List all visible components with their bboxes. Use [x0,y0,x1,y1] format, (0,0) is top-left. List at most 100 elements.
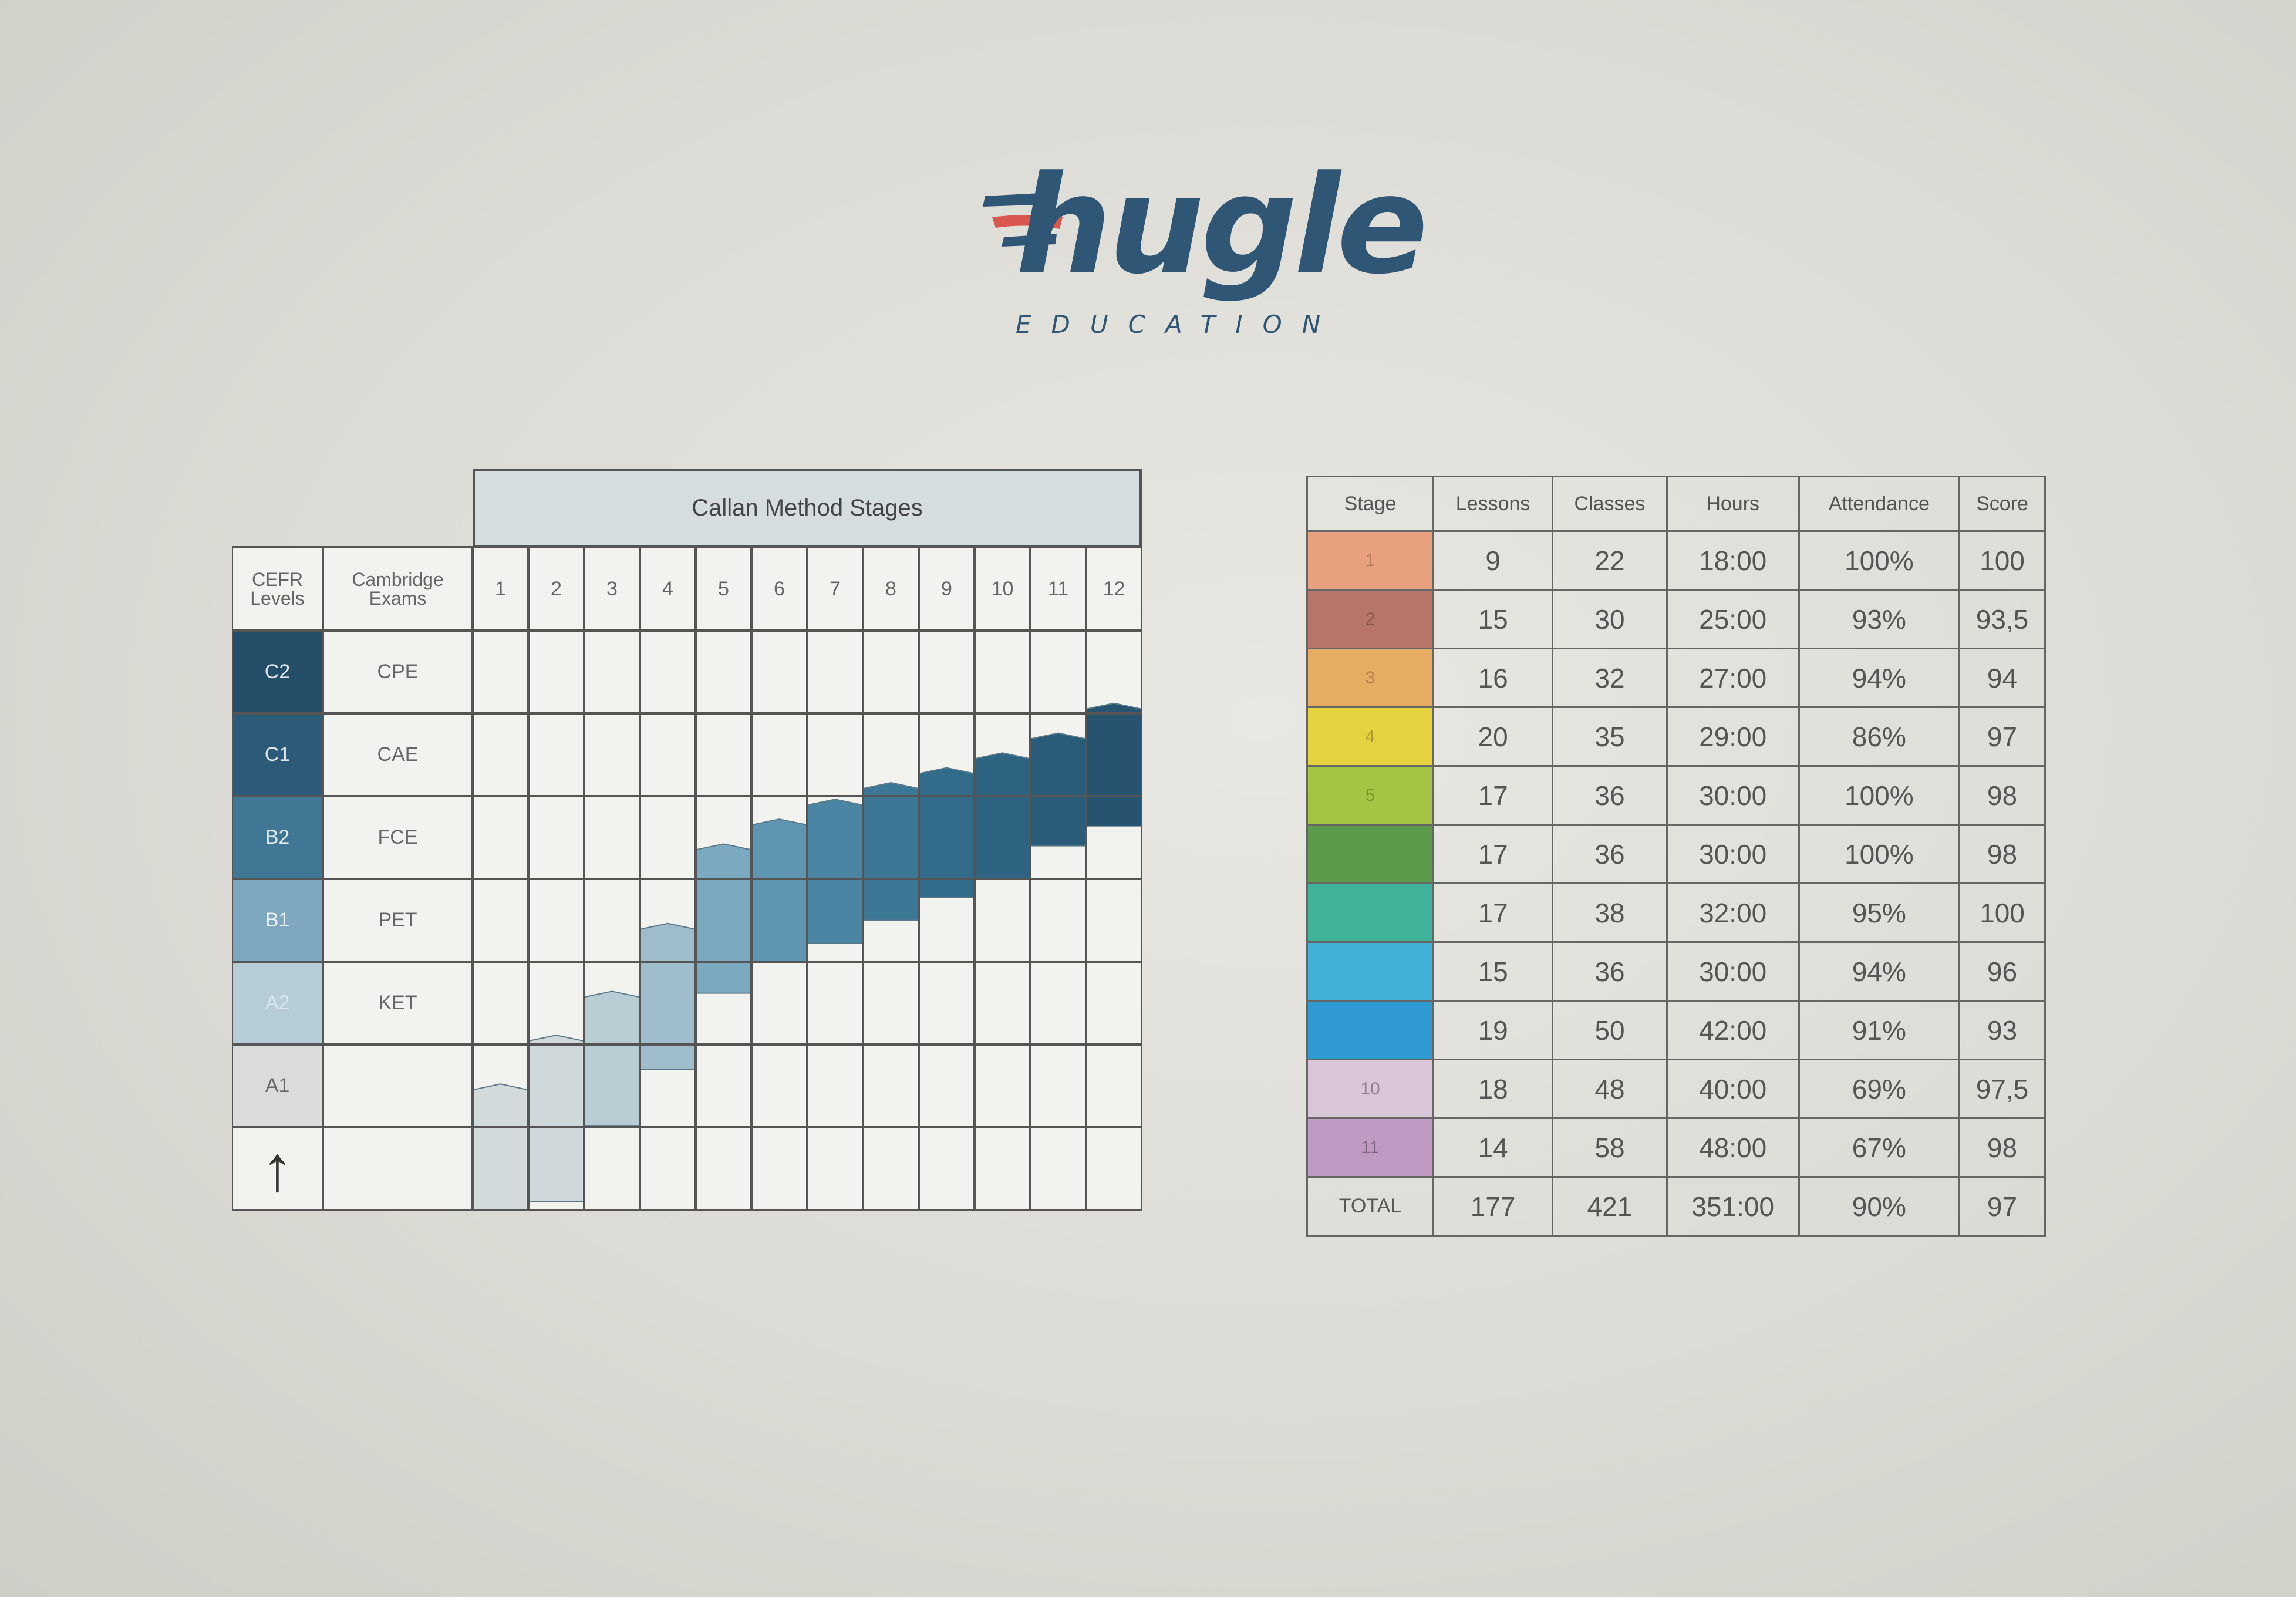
stage-number-8: 8 [885,578,896,600]
stage-number-7: 7 [830,578,841,600]
stage-bar-2 [528,1035,585,1202]
cell-classes: 36 [1552,824,1668,884]
level-cell-bg-b2 [232,796,323,879]
logo-wordmark: hugle [1016,147,1428,304]
cell-lessons: 20 [1432,706,1554,767]
table-body: 1 9 22 18:00 100% 100 2 15 30 25:00 93% 93,5 3 16 32 27… [1306,530,2046,1237]
cell-hours: 29:00 [1665,706,1800,767]
up-arrow-icon: ↑ [261,1133,294,1205]
cell-attendance: 94% [1798,648,1961,708]
cell-lessons: 15 [1432,941,1554,1002]
level-cell-bg-c1 [232,713,323,796]
stage-number-6: 6 [774,578,785,600]
cell-score: 94 [1958,648,2046,708]
cell-score: 100 [1958,882,2046,943]
stage-bar-3 [584,990,640,1127]
total-label: TOTAL [1306,1176,1434,1237]
cell-lessons: 15 [1432,589,1554,649]
stage-swatch: 3 [1306,648,1434,708]
logo-speed-marks [983,193,1063,247]
cell-classes: 35 [1552,706,1668,767]
stage-swatch [1306,941,1434,1002]
cell-lessons: 17 [1432,824,1554,884]
cell-hours: 32:00 [1665,882,1800,943]
exam-none [323,1045,473,1127]
cambridge-exams-header: Cambridge Exams [352,569,444,609]
header-attendance: Attendance [1798,476,1961,532]
header-hours: Hours [1665,476,1800,532]
cell-attendance: 86% [1798,706,1961,767]
table-row: 4 20 35 29:00 86% 97 [1306,706,2046,767]
table-row: 17 36 30:00 100% 98 [1306,824,2046,884]
cell-hours: 40:00 [1665,1059,1800,1119]
cell-lessons: 18 [1432,1059,1554,1119]
stage-swatch [1306,824,1434,884]
cell-score: 98 [1958,1117,2046,1178]
header-classes: Classes [1552,476,1668,532]
cell-hours: 42:00 [1665,1000,1800,1060]
exam-cpe: CPE [377,661,419,683]
stage-swatch: 11 [1306,1117,1434,1178]
stage-number-11: 11 [1047,578,1069,600]
table-row: 15 36 30:00 94% 96 [1306,941,2046,1002]
cell-classes: 38 [1552,882,1668,943]
stage-swatch [1306,882,1434,943]
cell-score: 98 [1958,765,2046,826]
stage-number-3: 3 [606,578,618,600]
cell-score: 97 [1958,706,2046,767]
callan-stages-title: Callan Method Stages [473,469,1142,547]
cell-attendance: 91% [1798,1000,1961,1060]
cell-attendance: 94% [1798,941,1961,1002]
stage-bar-11 [1030,732,1087,847]
level-a2: A2 [265,992,290,1014]
cell-classes: 36 [1552,941,1668,1002]
total-attendance: 90% [1798,1176,1961,1237]
cell-lessons: 17 [1432,765,1554,826]
cell-hours: 18:00 [1665,530,1800,591]
cefr-levels-header: CEFR Levels [250,569,305,609]
logo-subtitle: EDUCATION [1016,310,1341,339]
cefr-callan-chart: Callan Method Stages CEFR Levels Cambridg… [232,469,1142,1213]
cell-lessons: 16 [1432,648,1554,708]
cell-hours: 27:00 [1665,648,1800,708]
cell-attendance: 69% [1798,1059,1961,1119]
cell-classes: 50 [1552,1000,1668,1060]
level-cell-bg-a2 [232,962,323,1045]
stage-number-1: 1 [495,578,506,600]
level-b1: B1 [265,909,290,931]
exam-ket: KET [378,992,417,1014]
stage-swatch: 1 [1306,530,1434,591]
header-lessons: Lessons [1432,476,1554,532]
stage-bar-1 [472,1083,529,1211]
cell-attendance: 100% [1798,765,1961,826]
total-classes: 421 [1552,1176,1668,1237]
header-stage: Stage [1306,476,1434,532]
table-row: 3 16 32 27:00 94% 94 [1306,648,2046,708]
stage-number-12: 12 [1103,578,1125,600]
total-hours: 351:00 [1665,1176,1800,1237]
level-cell-bg-a1 [232,1045,323,1127]
cell-classes: 30 [1552,589,1668,649]
stage-bar-9 [918,767,975,898]
stage-number-10: 10 [991,578,1014,600]
table-row: 10 18 48 40:00 69% 97,5 [1306,1059,2046,1119]
stage-bar-8 [862,782,919,921]
cell-attendance: 100% [1798,530,1961,591]
level-c2: C2 [264,661,291,683]
cell-attendance: 95% [1798,882,1961,943]
hugle-logo: hugle EDUCATION [980,159,1428,346]
table-row: 5 17 36 30:00 100% 98 [1306,765,2046,826]
cell-score: 96 [1958,941,2046,1002]
table-row: 11 14 58 48:00 67% 98 [1306,1117,2046,1178]
chart-grid [232,546,1142,1211]
cell-lessons: 14 [1432,1117,1554,1178]
stage-number-2: 2 [551,578,562,600]
stage-stats-table: Stage Lessons Classes Hours Attendance Score … [1306,476,2046,1237]
table-row: 1 9 22 18:00 100% 100 [1306,530,2046,591]
stage-number-4: 4 [662,578,673,600]
cell-lessons: 17 [1432,882,1554,943]
cell-score: 97,5 [1958,1059,2046,1119]
stage-bar-10 [974,752,1031,880]
level-cell-bg-c2 [232,631,323,713]
table-row: 17 38 32:00 95% 100 [1306,882,2046,943]
